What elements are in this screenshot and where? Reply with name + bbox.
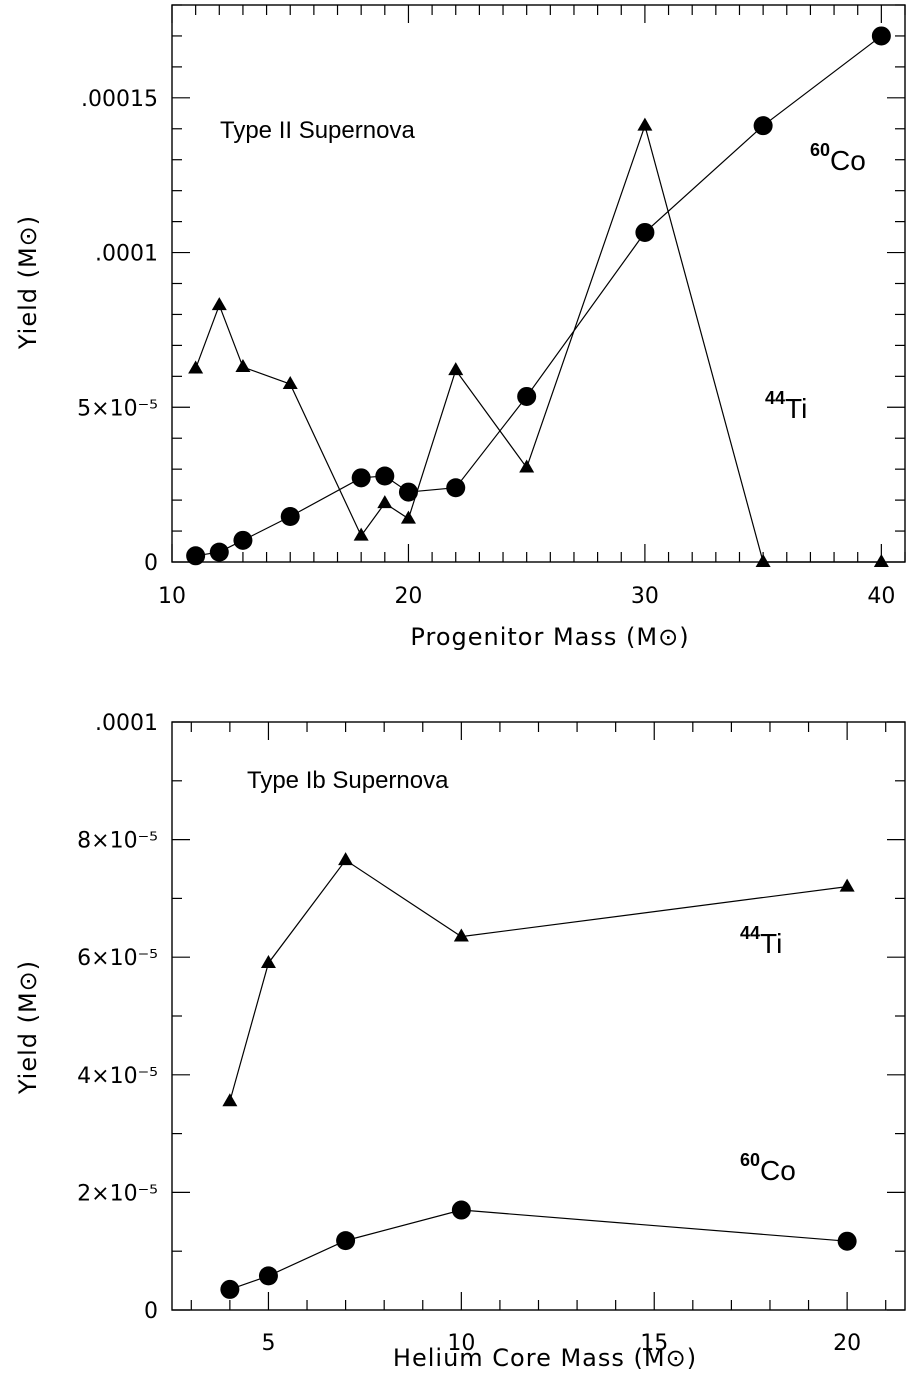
data-point-triangle	[637, 117, 653, 131]
series-line	[195, 123, 882, 563]
axis-ticks	[171, 4, 906, 563]
x-tick-label: 10	[447, 1331, 475, 1356]
chart-title: Type II Supernova	[220, 117, 415, 144]
series-label-ti44: 44Ti	[740, 923, 782, 959]
data-point-circle	[753, 116, 773, 136]
data-point-circle	[451, 1200, 471, 1220]
x-axis-title: Progenitor Mass (M⊙)	[410, 623, 689, 651]
x-axis-title: Helium Core Mass (M⊙)	[393, 1344, 697, 1372]
y-tick-label: 5×10⁻⁵	[77, 396, 158, 421]
series-60Co	[186, 26, 891, 566]
data-point-circle	[336, 1231, 356, 1251]
data-point-triangle	[377, 495, 393, 509]
y-tick-label: 6×10⁻⁵	[77, 946, 158, 971]
series-line	[195, 35, 882, 557]
data-point-triangle	[448, 362, 464, 376]
y-tick-label: 2×10⁻⁵	[77, 1181, 158, 1206]
series-label-co60: 60Co	[810, 140, 866, 176]
data-point-triangle	[755, 553, 771, 567]
axis-ticks	[172, 721, 905, 1311]
series-label-base: Ti	[760, 928, 782, 959]
series-line	[229, 1209, 848, 1290]
data-point-circle	[280, 507, 300, 527]
plot-border	[171, 4, 906, 563]
series-group	[220, 852, 857, 1299]
y-tick-label: 0	[144, 551, 158, 576]
data-point-triangle	[260, 955, 276, 969]
series-label-base: Co	[760, 1155, 796, 1186]
x-tick-label: 30	[631, 584, 659, 609]
data-point-circle	[375, 466, 395, 486]
series-group	[186, 26, 891, 567]
data-point-circle	[233, 530, 253, 550]
data-point-triangle	[400, 510, 416, 524]
data-point-circle	[635, 222, 655, 242]
data-point-circle	[351, 468, 371, 488]
y-axis-title: Yield (M⊙)	[14, 960, 42, 1095]
plot-border	[171, 721, 906, 1311]
data-point-triangle	[519, 459, 535, 473]
data-point-circle	[209, 542, 229, 562]
plot-frame	[171, 4, 906, 563]
data-point-circle	[186, 546, 206, 566]
data-point-circle	[517, 386, 537, 406]
chart-title: Type Ib Supernova	[247, 767, 449, 794]
data-point-circle	[837, 1231, 857, 1251]
series-label-sup: 44	[740, 923, 760, 943]
series-label-sup: 60	[740, 1150, 760, 1170]
x-tick-label: 20	[394, 584, 422, 609]
series-label-sup: 44	[765, 388, 785, 408]
series-label-base: Co	[830, 145, 866, 176]
y-tick-label: 0	[144, 1299, 158, 1324]
series-label-sup: 60	[810, 140, 830, 160]
x-tick-label: 10	[158, 584, 186, 609]
series-44Ti	[222, 852, 855, 1107]
x-tick-label: 15	[640, 1331, 668, 1356]
plot-frame	[171, 721, 906, 1311]
y-tick-label: 8×10⁻⁵	[77, 829, 158, 854]
series-label-co60: 60Co	[740, 1150, 796, 1186]
data-point-circle	[398, 482, 418, 502]
chart-type-ib-supernova: 5 10 15 20 0 2×10⁻⁵ 4×10⁻⁵ 6×10⁻⁵ 8×10⁻⁵ .0001 Ty…	[14, 711, 906, 1372]
data-point-triangle	[873, 553, 889, 567]
chart-type-ii-supernova: 10 20 30 40 0 5×10⁻⁵ .0001 .00015 Type II Super…	[14, 4, 906, 651]
y-axis-title: Yield (M⊙)	[14, 215, 42, 350]
data-point-triangle	[222, 1093, 238, 1107]
data-point-triangle	[211, 297, 227, 311]
tick-labels: 5 10 15 20 0 2×10⁻⁵ 4×10⁻⁵ 6×10⁻⁵ 8×10⁻⁵ .0001	[77, 711, 861, 1356]
series-60Co	[220, 1200, 857, 1299]
tick-labels: 10 20 30 40 0 5×10⁻⁵ .0001 .00015	[77, 87, 895, 609]
series-44Ti	[188, 117, 889, 567]
data-point-circle	[220, 1279, 240, 1299]
data-point-triangle	[353, 527, 369, 541]
series-label-ti44: 44Ti	[765, 388, 807, 424]
data-point-triangle	[338, 852, 354, 866]
series-line	[229, 859, 848, 1102]
data-point-circle	[446, 478, 466, 498]
data-point-circle	[258, 1266, 278, 1286]
x-tick-label: 5	[261, 1331, 275, 1356]
data-point-triangle	[282, 376, 298, 390]
data-point-triangle	[235, 358, 251, 372]
y-tick-label: 4×10⁻⁵	[77, 1064, 158, 1089]
series-label-base: Ti	[785, 393, 807, 424]
y-tick-label: .0001	[95, 242, 158, 267]
data-point-triangle	[453, 928, 469, 942]
data-point-triangle	[188, 360, 204, 374]
y-tick-label: .00015	[81, 87, 158, 112]
data-point-triangle	[839, 878, 855, 892]
y-tick-label: .0001	[95, 711, 158, 736]
x-tick-label: 40	[867, 584, 895, 609]
x-tick-label: 20	[833, 1331, 861, 1356]
data-point-circle	[871, 26, 891, 46]
